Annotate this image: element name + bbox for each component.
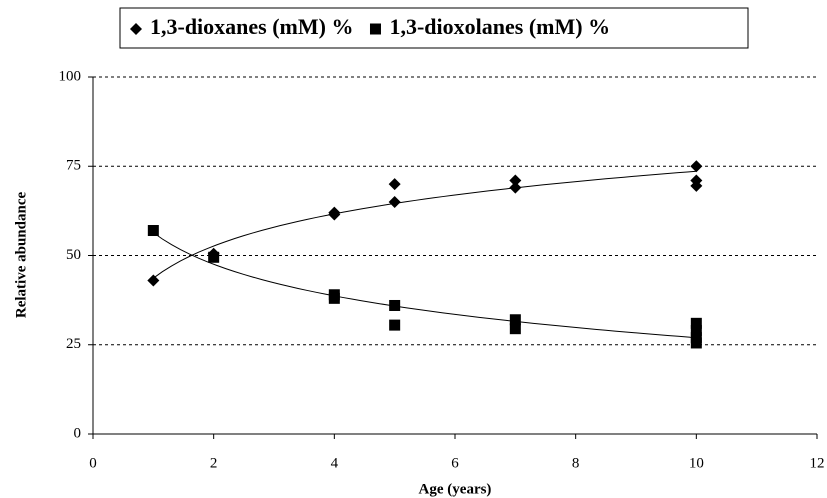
square-marker — [509, 314, 521, 326]
x-axis-label: Age (years) — [419, 481, 492, 497]
diamond-marker — [509, 181, 522, 194]
square-marker — [147, 225, 159, 237]
diamond-marker — [130, 23, 142, 35]
square-marker — [509, 323, 521, 335]
diamond-marker — [328, 208, 341, 221]
diamond-marker — [509, 174, 522, 187]
square-marker — [690, 317, 702, 329]
square-marker — [328, 292, 340, 304]
x-tick-label: 8 — [572, 455, 580, 471]
y-tick-label: 0 — [74, 425, 82, 441]
x-tick-label: 2 — [210, 455, 218, 471]
diamond-marker — [147, 274, 160, 287]
y-tick-label: 100 — [59, 68, 82, 84]
y-tick-label: 50 — [66, 247, 81, 263]
square-marker — [389, 319, 401, 331]
x-tick-label: 0 — [89, 455, 97, 471]
y-tick-label: 75 — [66, 158, 81, 174]
y-axis-label: Relative abundance — [13, 192, 29, 319]
x-tick-label: 10 — [689, 455, 704, 471]
legend-label: 1,3-dioxanes (mM) % — [150, 14, 353, 39]
legend-box — [119, 7, 749, 49]
square-marker — [690, 337, 702, 349]
square-marker — [369, 23, 381, 35]
square-marker — [389, 299, 401, 311]
diamond-marker — [690, 179, 703, 192]
diamond-marker — [690, 160, 703, 173]
legend-label: 1,3-dioxolanes (mM) % — [389, 14, 610, 39]
diamond-marker — [388, 178, 401, 191]
trend-line — [153, 170, 697, 279]
y-tick-label: 25 — [66, 336, 81, 352]
square-marker — [690, 324, 702, 336]
x-tick-label: 4 — [331, 455, 339, 471]
x-tick-label: 12 — [810, 455, 825, 471]
x-tick-label: 6 — [451, 455, 459, 471]
trend-line — [153, 232, 697, 339]
diamond-marker — [388, 195, 401, 208]
square-marker — [208, 251, 220, 263]
